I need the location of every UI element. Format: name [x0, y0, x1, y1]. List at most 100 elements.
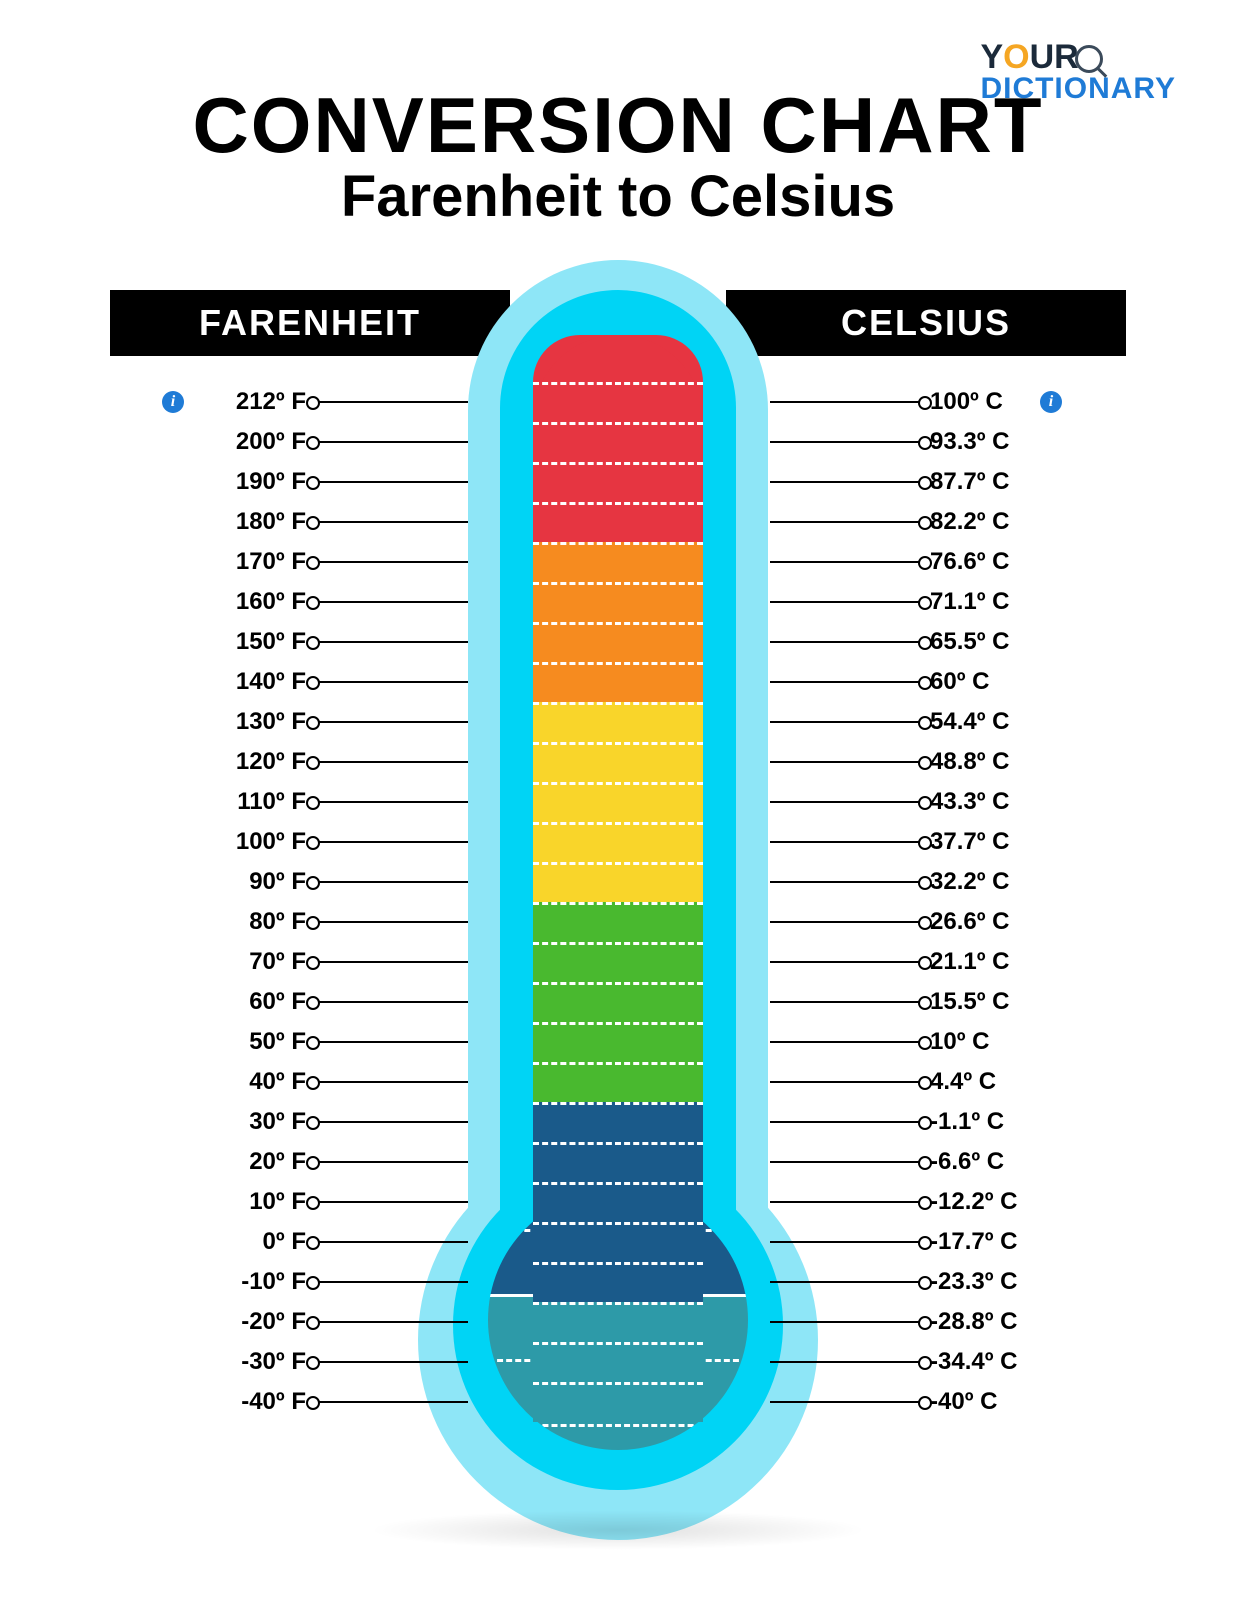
fahrenheit-value: 130º F	[236, 708, 306, 736]
tick-left	[318, 1121, 468, 1123]
tick-right	[770, 881, 920, 883]
temperature-row: 40º F4.4º C	[0, 1062, 1236, 1102]
temperature-row: 140º F60º C	[0, 662, 1236, 702]
temperature-row: -20º F-28.8º C	[0, 1302, 1236, 1342]
celsius-value: -23.3º C	[930, 1268, 1017, 1296]
temperature-row: 190º F 87.7º C	[0, 462, 1236, 502]
fahrenheit-value: 170º F	[236, 548, 306, 576]
tick-right	[770, 681, 920, 683]
tick-left	[318, 681, 468, 683]
page-subtitle: Farenheit to Celsius	[0, 163, 1236, 230]
celsius-value: 37.7º C	[930, 828, 1009, 856]
tick-right	[770, 641, 920, 643]
tick-left	[318, 721, 468, 723]
fahrenheit-value: 10º F	[249, 1188, 306, 1216]
fahrenheit-value: 70º F	[249, 948, 306, 976]
fahrenheit-value: 30º F	[249, 1108, 306, 1136]
fahrenheit-value: 60º F	[249, 988, 306, 1016]
fahrenheit-value: 0º F	[263, 1228, 306, 1256]
tick-left	[318, 601, 468, 603]
fahrenheit-value: 140º F	[236, 668, 306, 696]
tick-right	[770, 1361, 920, 1363]
temperature-row: 70º F 21.1º C	[0, 942, 1236, 982]
celsius-value: 87.7º C	[930, 468, 1009, 496]
celsius-value: 76.6º C	[930, 548, 1009, 576]
fahrenheit-value: 50º F	[249, 1028, 306, 1056]
logo-your: YOUR	[980, 40, 1176, 74]
temperature-row: 130º F 54.4º C	[0, 702, 1236, 742]
celsius-value: 100º C	[930, 388, 1003, 416]
tick-left	[318, 441, 468, 443]
celsius-value: 32.2º C	[930, 868, 1009, 896]
info-icon[interactable]: i	[162, 391, 184, 413]
tick-right	[770, 921, 920, 923]
tick-right	[770, 761, 920, 763]
celsius-value: 65.5º C	[930, 628, 1009, 656]
tick-right	[770, 801, 920, 803]
temperature-row: 20º F-6.6º C	[0, 1142, 1236, 1182]
celsius-value: -12.2º C	[930, 1188, 1017, 1216]
temperature-row: -40º F-40º C	[0, 1382, 1236, 1422]
fahrenheit-value: -20º F	[241, 1308, 306, 1336]
fahrenheit-value: 212º F	[236, 388, 306, 416]
tick-left	[318, 1281, 468, 1283]
celsius-value: 26.6º C	[930, 908, 1009, 936]
tick-right	[770, 721, 920, 723]
tick-left	[318, 521, 468, 523]
tick-left	[318, 881, 468, 883]
tick-right	[770, 1321, 920, 1323]
temperature-row: 10º F -12.2º C	[0, 1182, 1236, 1222]
temperature-row: 110º F43.3º C	[0, 782, 1236, 822]
temperature-row: 180º F82.2º C	[0, 502, 1236, 542]
info-icon[interactable]: i	[1040, 391, 1062, 413]
tick-left	[318, 961, 468, 963]
fahrenheit-value: 20º F	[249, 1148, 306, 1176]
temperature-row: 212º F 100º C i i	[0, 382, 1236, 422]
tick-left	[318, 921, 468, 923]
fahrenheit-value: 110º F	[237, 788, 306, 816]
fahrenheit-value: 150º F	[236, 628, 306, 656]
fahrenheit-value: 40º F	[249, 1068, 306, 1096]
temperature-row: 100º F37.7º C	[0, 822, 1236, 862]
fahrenheit-value: 120º F	[236, 748, 306, 776]
celsius-value: 71.1º C	[930, 588, 1009, 616]
tick-right	[770, 1041, 920, 1043]
celsius-value: 82.2º C	[930, 508, 1009, 536]
tick-right	[770, 1241, 920, 1243]
tick-left	[318, 1361, 468, 1363]
fahrenheit-value: 200º F	[236, 428, 306, 456]
temperature-row: 90º F32.2º C	[0, 862, 1236, 902]
tick-left	[318, 1161, 468, 1163]
temperature-row: -10º F-23.3º C	[0, 1262, 1236, 1302]
temperature-row: 120º F48.8º C	[0, 742, 1236, 782]
temperature-row: -30º F-34.4º C	[0, 1342, 1236, 1382]
celsius-value: 54.4º C	[930, 708, 1009, 736]
tick-right	[770, 481, 920, 483]
celsius-value: 10º C	[930, 1028, 989, 1056]
temperature-row: 200º F93.3º C	[0, 422, 1236, 462]
tick-left	[318, 801, 468, 803]
tick-right	[770, 1161, 920, 1163]
temperature-row: 60º F 15.5º C	[0, 982, 1236, 1022]
temperature-row: 150º F 65.5º C	[0, 622, 1236, 662]
title-block: CONVERSION CHART Farenheit to Celsius	[0, 80, 1236, 230]
tick-left	[318, 1041, 468, 1043]
tick-left	[318, 1201, 468, 1203]
celsius-value: -1.1º C	[930, 1108, 1004, 1136]
celsius-value: 15.5º C	[930, 988, 1009, 1016]
tick-left	[318, 1001, 468, 1003]
celsius-value: 21.1º C	[930, 948, 1009, 976]
tick-left	[318, 641, 468, 643]
tick-right	[770, 961, 920, 963]
temperature-row: 80º F 26.6º C	[0, 902, 1236, 942]
tick-left	[318, 1081, 468, 1083]
tick-right	[770, 1401, 920, 1403]
tick-right	[770, 401, 920, 403]
fahrenheit-value: 190º F	[236, 468, 306, 496]
celsius-value: -40º C	[930, 1388, 997, 1416]
fahrenheit-value: 80º F	[249, 908, 306, 936]
temperature-row: 0º F-17.7º C	[0, 1222, 1236, 1262]
tick-right	[770, 561, 920, 563]
thermometer-shadow	[368, 1510, 868, 1550]
temperature-row: 170º F 76.6º C	[0, 542, 1236, 582]
